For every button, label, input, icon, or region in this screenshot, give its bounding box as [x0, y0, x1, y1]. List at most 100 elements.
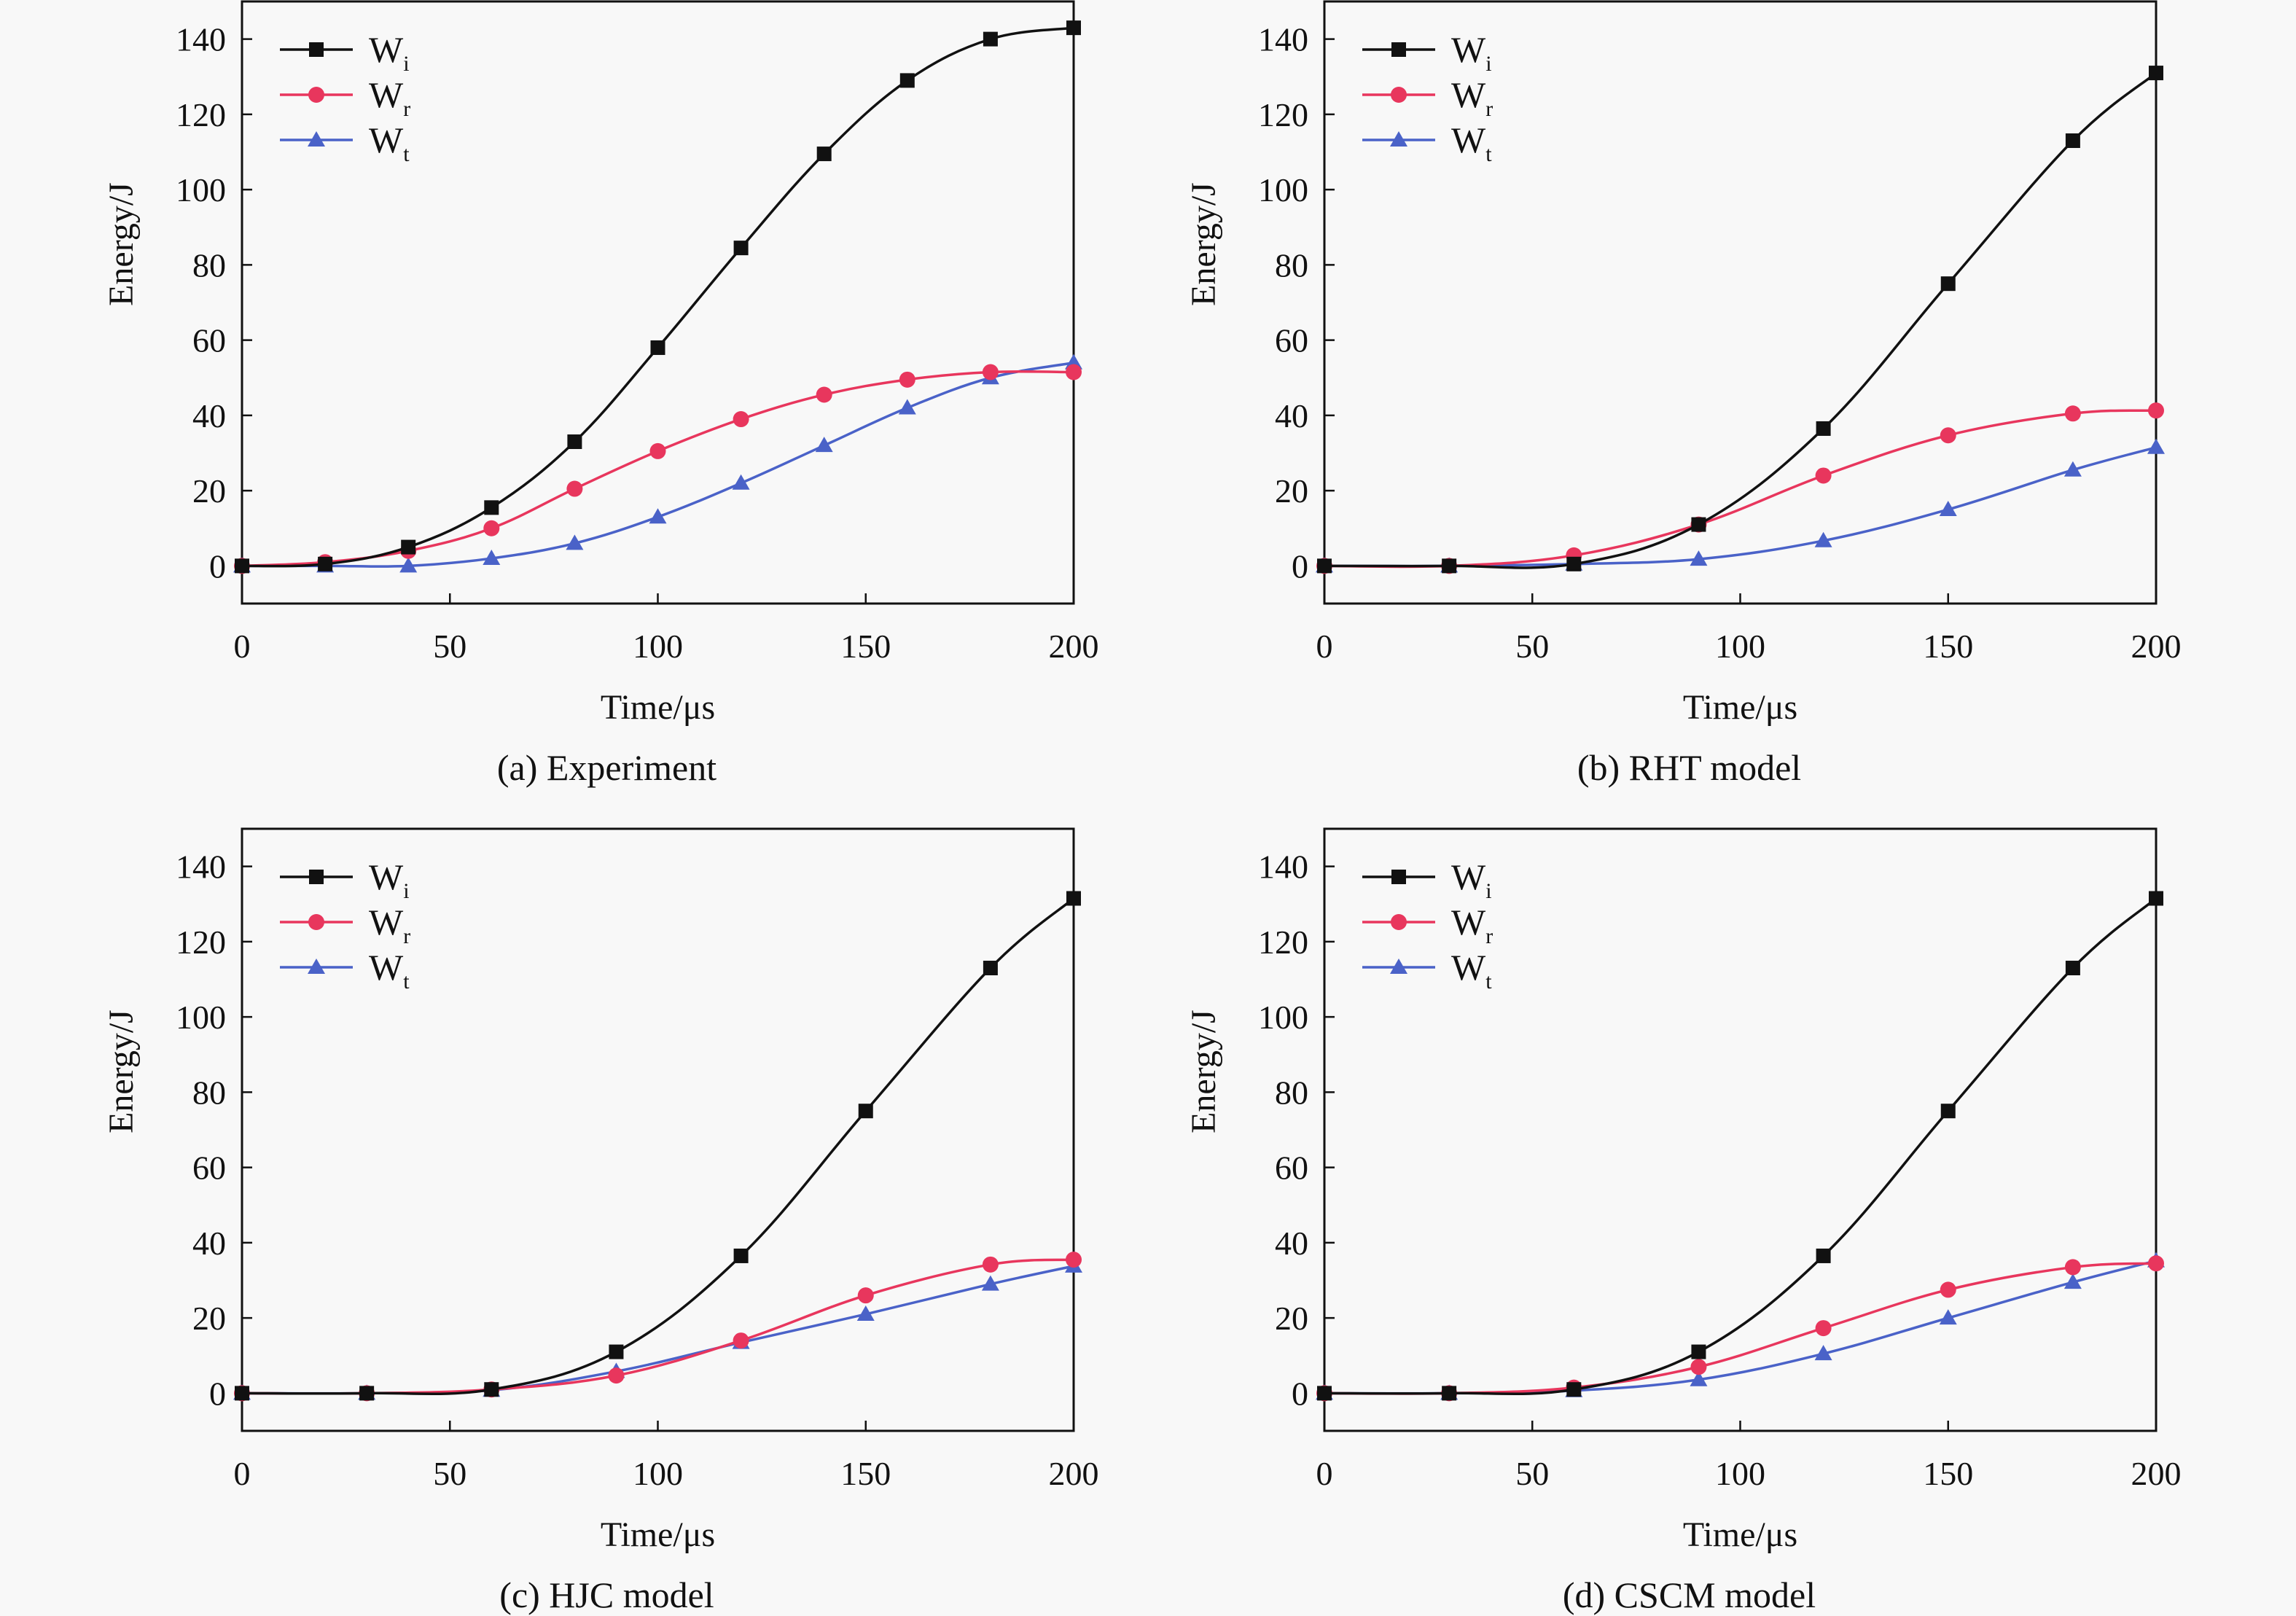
- data-point-Wr: [649, 442, 666, 459]
- series-Wt: [1316, 438, 2165, 573]
- series-Wi: [235, 891, 1081, 1401]
- plot-frame: [241, 827, 1075, 1432]
- data-point-Wr: [1940, 1281, 1956, 1298]
- data-point-Wi: [2065, 133, 2080, 149]
- y-tick-label: 120: [1258, 96, 1308, 133]
- chart-panel-1: 0 20 40 60 80 100 120 140 0 50 100 150 200 Time/μs Ene…: [102, 0, 1099, 788]
- legend-label: Wt: [1451, 120, 1492, 166]
- legend-marker-triangle-icon: [1390, 131, 1407, 147]
- data-point-Wi: [318, 556, 333, 571]
- legend-marker-square-icon: [1391, 870, 1406, 884]
- data-point-Wi: [1691, 517, 1706, 532]
- x-tick-label: 0: [234, 1455, 251, 1492]
- y-tick-label: 120: [176, 924, 226, 961]
- x-tick-label: 100: [1715, 1455, 1765, 1492]
- legend-label: Wt: [369, 947, 410, 994]
- panel-caption: (c) HJC model: [499, 1574, 714, 1615]
- y-tick-label: 80: [1275, 246, 1308, 284]
- data-point-Wi: [1442, 558, 1457, 574]
- legend-label: Wi: [369, 856, 410, 903]
- data-point-Wr: [2148, 402, 2164, 419]
- data-point-Wt: [1939, 1309, 1957, 1325]
- legend-label: Wi: [1451, 856, 1492, 903]
- data-point-Wr: [982, 1256, 999, 1273]
- y-axis-label: Energy/J: [102, 1010, 141, 1133]
- y-tick-label: 40: [1275, 1225, 1308, 1262]
- legend-marker-triangle-icon: [308, 131, 325, 147]
- x-tick-label: 200: [1049, 1455, 1099, 1492]
- y-tick-label: 40: [192, 397, 226, 434]
- legend-marker-triangle-icon: [308, 959, 325, 974]
- y-tick-label: 120: [176, 96, 226, 133]
- data-point-Wi: [1691, 1344, 1706, 1359]
- x-tick-label: 0: [1316, 1455, 1333, 1492]
- data-point-Wi: [2149, 891, 2163, 906]
- data-point-Wt: [815, 437, 833, 453]
- legend-label: Wr: [1451, 74, 1493, 121]
- data-point-Wi: [1940, 276, 1956, 292]
- series-Wi: [1317, 66, 2163, 574]
- panel-caption: (a) Experiment: [497, 747, 716, 788]
- legend-item-Wr: Wr: [1362, 902, 1493, 948]
- x-tick-label: 150: [840, 628, 891, 665]
- data-point-Wi: [1066, 891, 1081, 906]
- data-point-Wi: [1566, 1382, 1582, 1397]
- plot-frame: [1323, 827, 2158, 1432]
- data-point-Wi: [1940, 1104, 1956, 1119]
- y-tick-label: 0: [209, 1375, 226, 1412]
- data-point-Wi: [567, 434, 582, 450]
- series-line-Wt: [241, 1265, 1074, 1395]
- series-line-Wr: [241, 370, 1074, 568]
- y-tick-label: 120: [1258, 924, 1308, 961]
- x-tick-label: 100: [633, 628, 683, 665]
- panel-caption: (d) CSCM model: [1563, 1574, 1816, 1615]
- x-tick-label: 50: [433, 628, 466, 665]
- data-point-Wi: [1317, 1386, 1332, 1401]
- data-point-Wr: [608, 1367, 625, 1384]
- legend-item-Wt: Wt: [280, 947, 410, 994]
- x-tick-label: 200: [2131, 628, 2182, 665]
- x-tick-label: 0: [1316, 628, 1333, 665]
- data-point-Wr: [2064, 405, 2081, 422]
- series-line-Wi: [1324, 897, 2158, 1396]
- y-tick-label: 0: [1292, 547, 1308, 585]
- data-point-Wi: [650, 340, 665, 355]
- y-tick-label: 100: [1258, 171, 1308, 208]
- x-tick-label: 150: [1923, 628, 1973, 665]
- series-Wt: [233, 354, 1082, 573]
- y-tick-label: 140: [1258, 21, 1308, 58]
- series-line-Wi: [241, 897, 1075, 1396]
- chart-panel-4: 0 20 40 60 80 100 120 140 0 50 100 150 200 Time/μs Ene…: [1184, 827, 2182, 1615]
- data-point-Wi: [733, 241, 749, 256]
- legend-label: Wr: [369, 74, 410, 121]
- y-tick-label: 60: [192, 1149, 226, 1187]
- legend-item-Wt: Wt: [1362, 120, 1492, 166]
- data-point-Wr: [483, 520, 500, 536]
- data-point-Wi: [1442, 1386, 1457, 1401]
- data-point-Wr: [899, 371, 915, 388]
- data-point-Wr: [1815, 1320, 1832, 1337]
- data-point-Wi: [401, 539, 416, 555]
- legend-label: Wt: [369, 120, 410, 166]
- y-tick-label: 0: [209, 547, 226, 585]
- data-point-Wr: [566, 480, 583, 497]
- data-point-Wt: [2147, 438, 2165, 454]
- data-point-Wr: [1066, 1252, 1082, 1268]
- legend-item-Wi: Wi: [280, 856, 410, 903]
- y-tick-label: 80: [192, 246, 226, 284]
- legend-label: Wr: [1451, 902, 1493, 948]
- panel-caption: (b) RHT model: [1577, 747, 1801, 788]
- y-tick-label: 20: [1275, 1300, 1308, 1337]
- data-point-Wt: [1814, 531, 1832, 547]
- data-point-Wi: [2149, 66, 2163, 81]
- legend-label: Wr: [369, 902, 410, 948]
- legend-item-Wt: Wt: [280, 120, 410, 166]
- series-Wi: [1317, 891, 2163, 1401]
- y-tick-label: 80: [1275, 1074, 1308, 1111]
- data-point-Wr: [982, 364, 999, 380]
- legend-marker-circle-icon: [308, 87, 324, 103]
- data-point-Wt: [649, 508, 667, 524]
